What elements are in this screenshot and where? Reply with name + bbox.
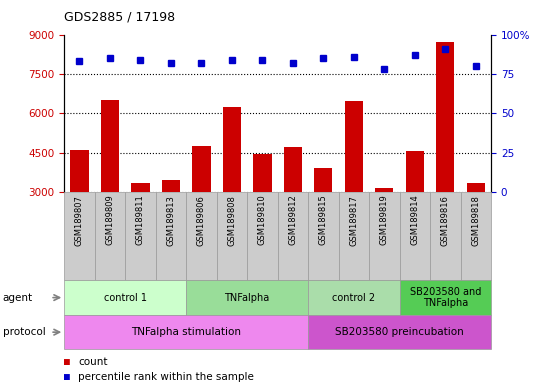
Bar xyxy=(339,192,369,280)
Bar xyxy=(436,43,454,192)
Text: SB203580 preincubation: SB203580 preincubation xyxy=(335,327,464,337)
Bar xyxy=(186,280,308,315)
Text: GSM189819: GSM189819 xyxy=(380,195,389,245)
Bar xyxy=(345,101,363,192)
Bar xyxy=(217,192,247,280)
Text: GSM189818: GSM189818 xyxy=(472,195,480,245)
Text: GSM189815: GSM189815 xyxy=(319,195,328,245)
Text: SB203580 and
TNFalpha: SB203580 and TNFalpha xyxy=(410,287,481,308)
Bar xyxy=(283,147,302,192)
Bar xyxy=(101,100,119,192)
Text: control 2: control 2 xyxy=(332,293,376,303)
Bar xyxy=(308,280,400,315)
Text: protocol: protocol xyxy=(3,327,46,337)
Bar xyxy=(125,192,156,280)
Bar xyxy=(64,280,186,315)
Bar xyxy=(64,315,308,349)
Bar xyxy=(64,192,95,280)
Bar xyxy=(162,180,180,192)
Bar xyxy=(400,192,430,280)
Bar xyxy=(156,192,186,280)
Text: percentile rank within the sample: percentile rank within the sample xyxy=(78,372,254,382)
Bar xyxy=(131,183,150,192)
Bar xyxy=(192,146,210,192)
Bar xyxy=(375,188,393,192)
Bar xyxy=(95,192,125,280)
Bar xyxy=(223,107,241,192)
Text: ■: ■ xyxy=(64,372,70,382)
Text: control 1: control 1 xyxy=(104,293,147,303)
Bar xyxy=(308,192,339,280)
Bar xyxy=(308,315,491,349)
Text: GDS2885 / 17198: GDS2885 / 17198 xyxy=(64,10,175,23)
Bar xyxy=(466,183,485,192)
Text: GSM189808: GSM189808 xyxy=(227,195,237,245)
Bar xyxy=(406,151,424,192)
Bar xyxy=(70,150,89,192)
Bar xyxy=(278,192,308,280)
Text: GSM189811: GSM189811 xyxy=(136,195,145,245)
Text: TNFalpha stimulation: TNFalpha stimulation xyxy=(131,327,241,337)
Text: agent: agent xyxy=(3,293,33,303)
Bar xyxy=(253,154,272,192)
Bar xyxy=(186,192,217,280)
Text: GSM189814: GSM189814 xyxy=(410,195,419,245)
Bar xyxy=(430,192,460,280)
Text: GSM189812: GSM189812 xyxy=(288,195,297,245)
Text: GSM189807: GSM189807 xyxy=(75,195,84,245)
Text: GSM189817: GSM189817 xyxy=(349,195,358,245)
Text: GSM189816: GSM189816 xyxy=(441,195,450,245)
Text: GSM189810: GSM189810 xyxy=(258,195,267,245)
Text: ■: ■ xyxy=(64,356,70,367)
Bar xyxy=(369,192,400,280)
Bar xyxy=(247,192,277,280)
Bar xyxy=(460,192,491,280)
Bar xyxy=(314,169,333,192)
Text: count: count xyxy=(78,356,108,367)
Text: GSM189809: GSM189809 xyxy=(105,195,114,245)
Text: TNFalpha: TNFalpha xyxy=(224,293,270,303)
Text: GSM189806: GSM189806 xyxy=(197,195,206,245)
Bar xyxy=(400,280,491,315)
Text: GSM189813: GSM189813 xyxy=(166,195,175,245)
